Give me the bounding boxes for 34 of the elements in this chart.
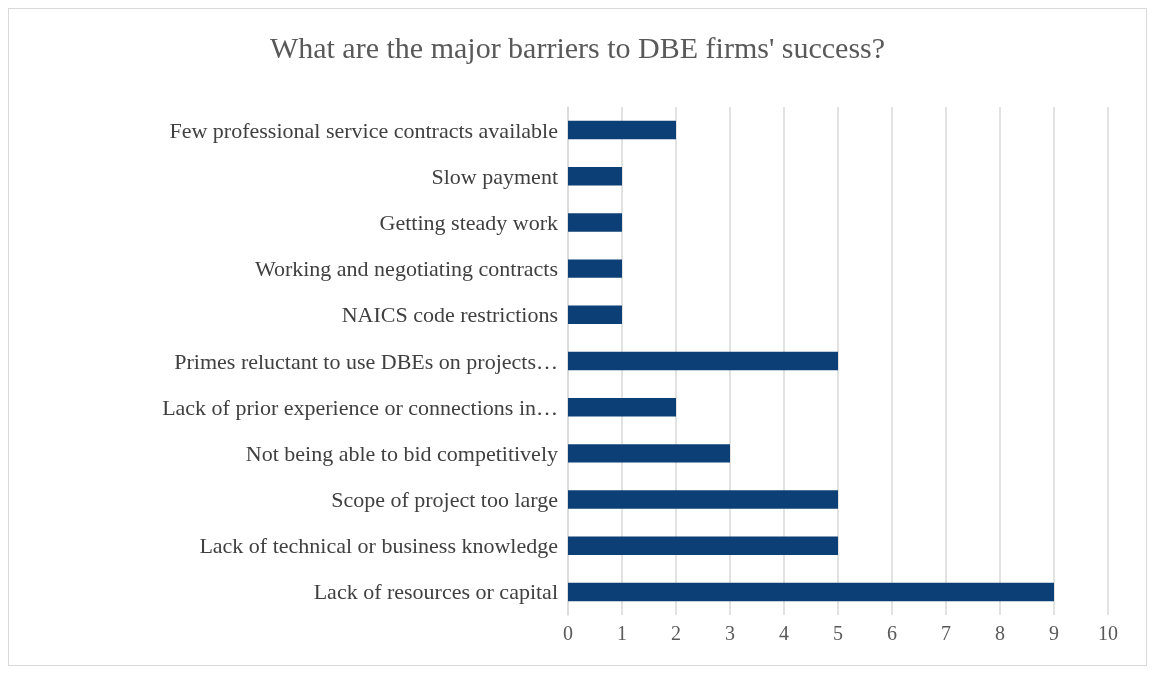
chart-title: What are the major barriers to DBE firms' success? xyxy=(269,30,886,64)
x-tick-label: 5 xyxy=(833,622,843,644)
x-tick-label: 3 xyxy=(725,622,735,644)
x-tick-label: 8 xyxy=(995,622,1005,644)
x-tick-label: 6 xyxy=(887,622,897,644)
x-tick-label: 0 xyxy=(563,622,573,644)
bar xyxy=(568,259,622,278)
x-tick-label: 4 xyxy=(779,622,789,644)
x-tick-label: 7 xyxy=(941,622,951,644)
bar xyxy=(568,351,838,371)
bar xyxy=(568,167,622,186)
bar xyxy=(568,397,676,417)
x-tick-label: 1 xyxy=(617,622,627,644)
y-tick-label: Not being able to bid competitively xyxy=(245,440,558,466)
y-tick-label: Scope of project too large xyxy=(331,487,558,513)
bar xyxy=(568,213,622,232)
y-tick-label: Getting steady work xyxy=(379,209,558,235)
y-tick-label: Working and negotiating contracts xyxy=(254,256,558,282)
x-tick-label: 9 xyxy=(1049,622,1059,644)
y-tick-label: Lack of technical or business knowledge xyxy=(199,533,558,559)
y-tick-label: NAICS code restrictions xyxy=(341,302,558,328)
x-tick-label: 10 xyxy=(1098,622,1118,644)
bar xyxy=(568,444,730,463)
y-tick-label: Lack of resources or capital xyxy=(313,579,558,605)
bar xyxy=(568,582,1054,602)
bar xyxy=(568,490,838,509)
x-tick-label: 2 xyxy=(671,622,681,644)
y-tick-label: Lack of prior experience or connections in… xyxy=(162,394,558,420)
y-tick-label: Primes reluctant to use DBEs on projects… xyxy=(174,348,558,374)
y-tick-label: Slow payment xyxy=(431,163,558,189)
bar xyxy=(568,536,838,555)
y-tick-label: Few professional service contracts available xyxy=(169,117,558,143)
bar xyxy=(568,305,622,325)
bar xyxy=(568,120,676,140)
